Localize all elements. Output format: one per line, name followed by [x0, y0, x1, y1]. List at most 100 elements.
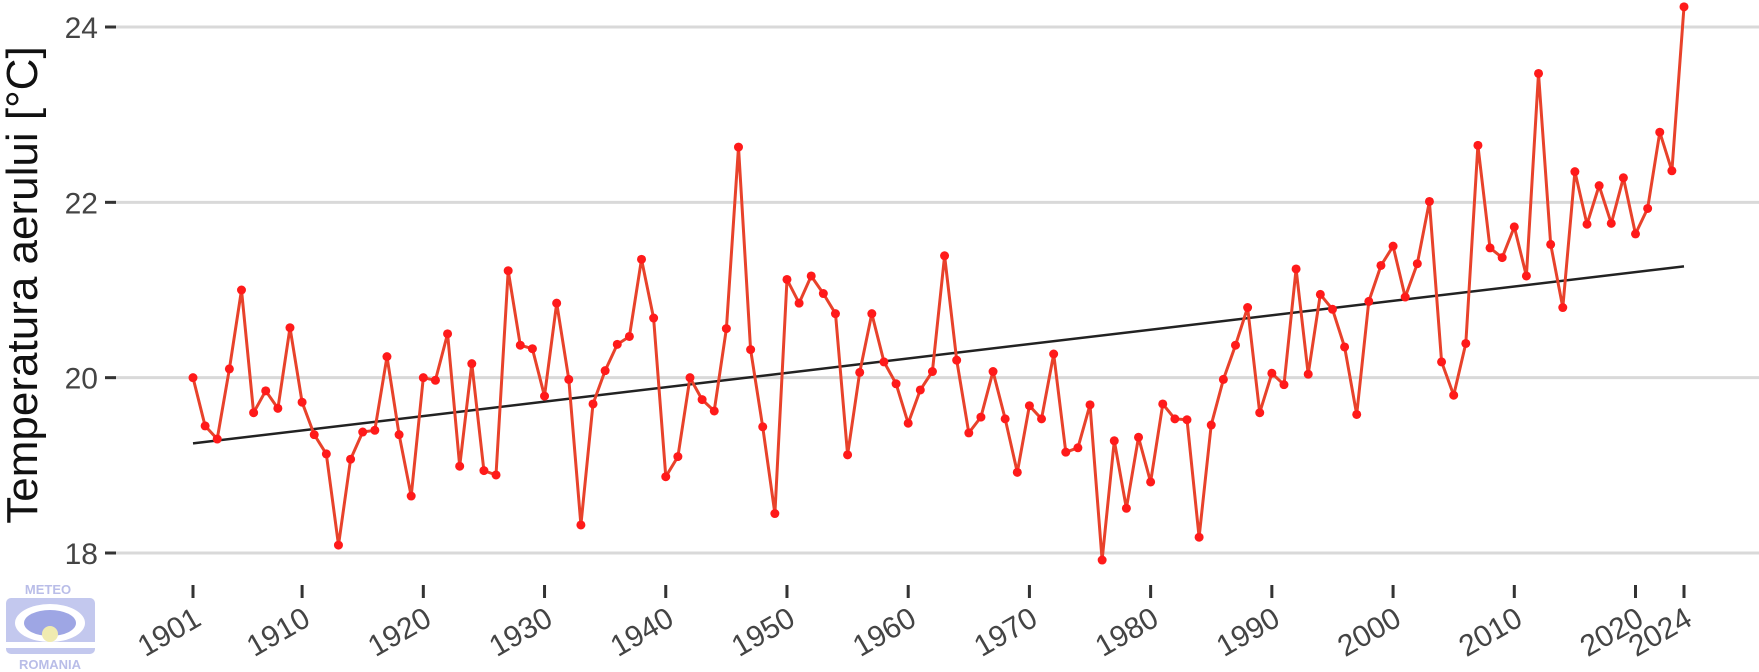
temperature-series — [188, 2, 1689, 565]
x-tick-label: 2010 — [1453, 601, 1527, 663]
y-axis: 18 20 22 24 — [65, 12, 116, 571]
data-point — [479, 466, 489, 476]
data-point — [1352, 409, 1362, 419]
x-tick-label: 1901 — [132, 601, 206, 663]
data-point — [467, 359, 477, 369]
x-tick-label: 1910 — [241, 601, 315, 663]
data-point — [1643, 203, 1653, 213]
data-point — [358, 427, 368, 437]
data-point — [673, 452, 683, 462]
data-point — [1061, 447, 1071, 457]
data-point — [588, 399, 598, 409]
data-point — [1412, 259, 1422, 269]
data-point — [1437, 357, 1447, 367]
data-point — [733, 142, 743, 152]
data-point — [1424, 196, 1434, 206]
x-tick-label: 2000 — [1332, 601, 1406, 663]
data-point — [1085, 400, 1095, 410]
data-point — [249, 408, 259, 418]
data-point — [1146, 477, 1156, 487]
data-point — [1315, 289, 1325, 299]
data-point — [1449, 390, 1459, 400]
x-tick-label: 1940 — [605, 601, 679, 663]
data-point — [624, 331, 634, 341]
data-point — [649, 313, 659, 323]
data-point — [236, 285, 246, 295]
data-point — [1279, 380, 1289, 390]
data-point — [261, 386, 271, 396]
data-point — [1012, 467, 1022, 477]
data-point — [915, 385, 925, 395]
y-tick-label: 20 — [65, 363, 98, 396]
data-point — [770, 509, 780, 519]
data-point — [1534, 68, 1544, 78]
data-point — [224, 364, 234, 374]
data-point — [661, 472, 671, 482]
data-point — [746, 345, 756, 355]
data-point — [1679, 2, 1689, 12]
data-point — [370, 425, 380, 435]
data-point — [455, 461, 465, 471]
data-point — [891, 379, 901, 389]
data-point — [527, 344, 537, 354]
data-point — [564, 374, 574, 384]
data-point — [394, 430, 404, 440]
data-point — [794, 298, 804, 308]
data-point — [1097, 555, 1107, 565]
data-point — [1594, 181, 1604, 191]
data-point — [855, 367, 865, 377]
data-point — [1473, 140, 1483, 150]
data-point — [709, 406, 719, 416]
data-point — [515, 340, 525, 350]
data-point — [418, 373, 428, 383]
data-point — [600, 366, 610, 376]
data-point — [540, 391, 550, 401]
data-point — [552, 298, 562, 308]
data-point — [806, 271, 816, 281]
data-point — [843, 450, 853, 460]
data-point — [879, 357, 889, 367]
data-point — [1655, 127, 1665, 137]
data-point — [297, 397, 307, 407]
y-tick-label: 22 — [65, 187, 98, 220]
data-point — [491, 470, 501, 480]
data-point — [503, 266, 513, 276]
logo-bottom-text: ROMANIA — [19, 657, 82, 672]
data-point — [1340, 342, 1350, 352]
x-tick-label: 1950 — [726, 601, 800, 663]
x-tick-label: 1970 — [969, 601, 1043, 663]
data-point — [1546, 239, 1556, 249]
data-point — [1255, 408, 1265, 418]
data-point — [1521, 271, 1531, 281]
data-point — [637, 254, 647, 264]
data-point — [1158, 399, 1168, 409]
gridlines — [112, 25, 1759, 555]
data-point — [1461, 338, 1471, 348]
data-point — [1327, 304, 1337, 314]
x-tick-label: 1990 — [1211, 601, 1285, 663]
data-point — [685, 373, 695, 383]
data-point — [1037, 414, 1047, 424]
data-point — [1388, 241, 1398, 251]
x-tick-label: 1920 — [363, 601, 437, 663]
data-point — [1024, 401, 1034, 411]
data-point — [952, 355, 962, 365]
trend-segment — [192, 265, 1685, 445]
data-point — [285, 323, 295, 333]
data-point — [1618, 173, 1628, 183]
data-point — [1582, 219, 1592, 229]
logo-top-text: METEO — [25, 582, 71, 597]
y-tick-label: 24 — [65, 12, 98, 45]
data-point — [1667, 166, 1677, 176]
data-point — [1485, 243, 1495, 253]
logo-base — [6, 642, 95, 648]
data-point — [1291, 264, 1301, 274]
data-point — [1170, 414, 1180, 424]
data-point — [1303, 369, 1313, 379]
data-point — [1121, 503, 1131, 513]
x-tick-label: 1980 — [1090, 601, 1164, 663]
data-point — [333, 540, 343, 550]
trend-line — [192, 265, 1685, 445]
data-point — [697, 395, 707, 405]
